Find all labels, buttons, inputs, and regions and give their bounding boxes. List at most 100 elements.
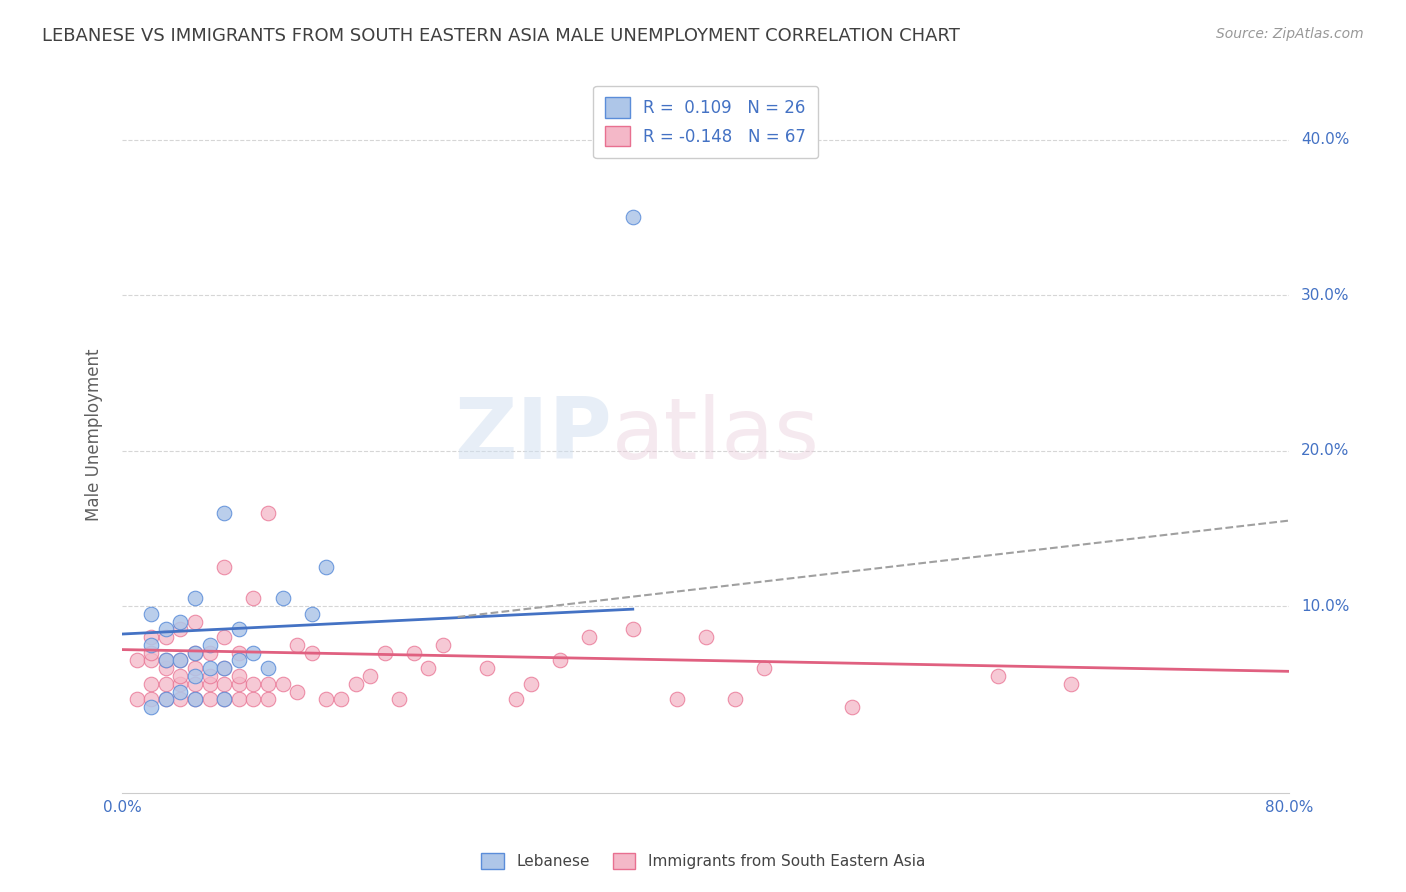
- Point: [374, 646, 396, 660]
- Point: [169, 669, 191, 683]
- Point: [198, 692, 221, 706]
- Point: [242, 646, 264, 660]
- Point: [184, 646, 207, 660]
- Point: [141, 646, 163, 660]
- Point: [155, 630, 177, 644]
- Point: [418, 661, 440, 675]
- Text: atlas: atlas: [613, 393, 820, 476]
- Point: [212, 661, 235, 675]
- Point: [315, 692, 337, 706]
- Point: [228, 677, 250, 691]
- Point: [475, 661, 498, 675]
- Point: [344, 677, 367, 691]
- Point: [198, 646, 221, 660]
- Text: ZIP: ZIP: [454, 393, 613, 476]
- Point: [242, 677, 264, 691]
- Point: [155, 692, 177, 706]
- Point: [198, 638, 221, 652]
- Point: [228, 623, 250, 637]
- Point: [212, 692, 235, 706]
- Point: [388, 692, 411, 706]
- Point: [141, 653, 163, 667]
- Point: [155, 623, 177, 637]
- Point: [505, 692, 527, 706]
- Point: [184, 677, 207, 691]
- Point: [841, 700, 863, 714]
- Point: [212, 630, 235, 644]
- Point: [315, 560, 337, 574]
- Point: [184, 692, 207, 706]
- Point: [212, 677, 235, 691]
- Point: [257, 506, 280, 520]
- Point: [301, 607, 323, 621]
- Point: [228, 692, 250, 706]
- Point: [212, 692, 235, 706]
- Point: [257, 692, 280, 706]
- Point: [621, 623, 644, 637]
- Point: [987, 669, 1010, 683]
- Point: [402, 646, 425, 660]
- Point: [578, 630, 600, 644]
- Point: [141, 692, 163, 706]
- Point: [184, 692, 207, 706]
- Point: [198, 677, 221, 691]
- Text: Source: ZipAtlas.com: Source: ZipAtlas.com: [1216, 27, 1364, 41]
- Point: [184, 591, 207, 606]
- Point: [285, 638, 308, 652]
- Point: [155, 677, 177, 691]
- Point: [359, 669, 381, 683]
- Point: [141, 700, 163, 714]
- Point: [184, 615, 207, 629]
- Point: [141, 607, 163, 621]
- Point: [257, 677, 280, 691]
- Point: [141, 630, 163, 644]
- Point: [228, 653, 250, 667]
- Point: [519, 677, 541, 691]
- Point: [242, 692, 264, 706]
- Point: [271, 677, 294, 691]
- Point: [621, 211, 644, 225]
- Point: [184, 661, 207, 675]
- Text: 40.0%: 40.0%: [1301, 132, 1350, 147]
- Point: [285, 684, 308, 698]
- Point: [198, 661, 221, 675]
- Point: [169, 677, 191, 691]
- Point: [695, 630, 717, 644]
- Point: [184, 669, 207, 683]
- Point: [125, 653, 148, 667]
- Point: [155, 653, 177, 667]
- Point: [141, 638, 163, 652]
- Point: [212, 661, 235, 675]
- Point: [271, 591, 294, 606]
- Point: [169, 684, 191, 698]
- Point: [724, 692, 747, 706]
- Point: [432, 638, 454, 652]
- Text: LEBANESE VS IMMIGRANTS FROM SOUTH EASTERN ASIA MALE UNEMPLOYMENT CORRELATION CHA: LEBANESE VS IMMIGRANTS FROM SOUTH EASTER…: [42, 27, 960, 45]
- Point: [155, 653, 177, 667]
- Point: [184, 646, 207, 660]
- Legend: Lebanese, Immigrants from South Eastern Asia: Lebanese, Immigrants from South Eastern …: [475, 847, 931, 875]
- Text: 30.0%: 30.0%: [1301, 287, 1350, 302]
- Point: [169, 653, 191, 667]
- Point: [665, 692, 688, 706]
- Point: [212, 560, 235, 574]
- Point: [1059, 677, 1081, 691]
- Point: [752, 661, 775, 675]
- Point: [125, 692, 148, 706]
- Point: [169, 653, 191, 667]
- Point: [212, 506, 235, 520]
- Point: [169, 623, 191, 637]
- Point: [169, 692, 191, 706]
- Point: [301, 646, 323, 660]
- Point: [228, 646, 250, 660]
- Point: [228, 669, 250, 683]
- Legend: R =  0.109   N = 26, R = -0.148   N = 67: R = 0.109 N = 26, R = -0.148 N = 67: [593, 86, 818, 158]
- Text: 10.0%: 10.0%: [1301, 599, 1350, 614]
- Point: [198, 669, 221, 683]
- Y-axis label: Male Unemployment: Male Unemployment: [86, 349, 103, 521]
- Point: [329, 692, 352, 706]
- Point: [169, 615, 191, 629]
- Point: [257, 661, 280, 675]
- Point: [242, 591, 264, 606]
- Text: 20.0%: 20.0%: [1301, 443, 1350, 458]
